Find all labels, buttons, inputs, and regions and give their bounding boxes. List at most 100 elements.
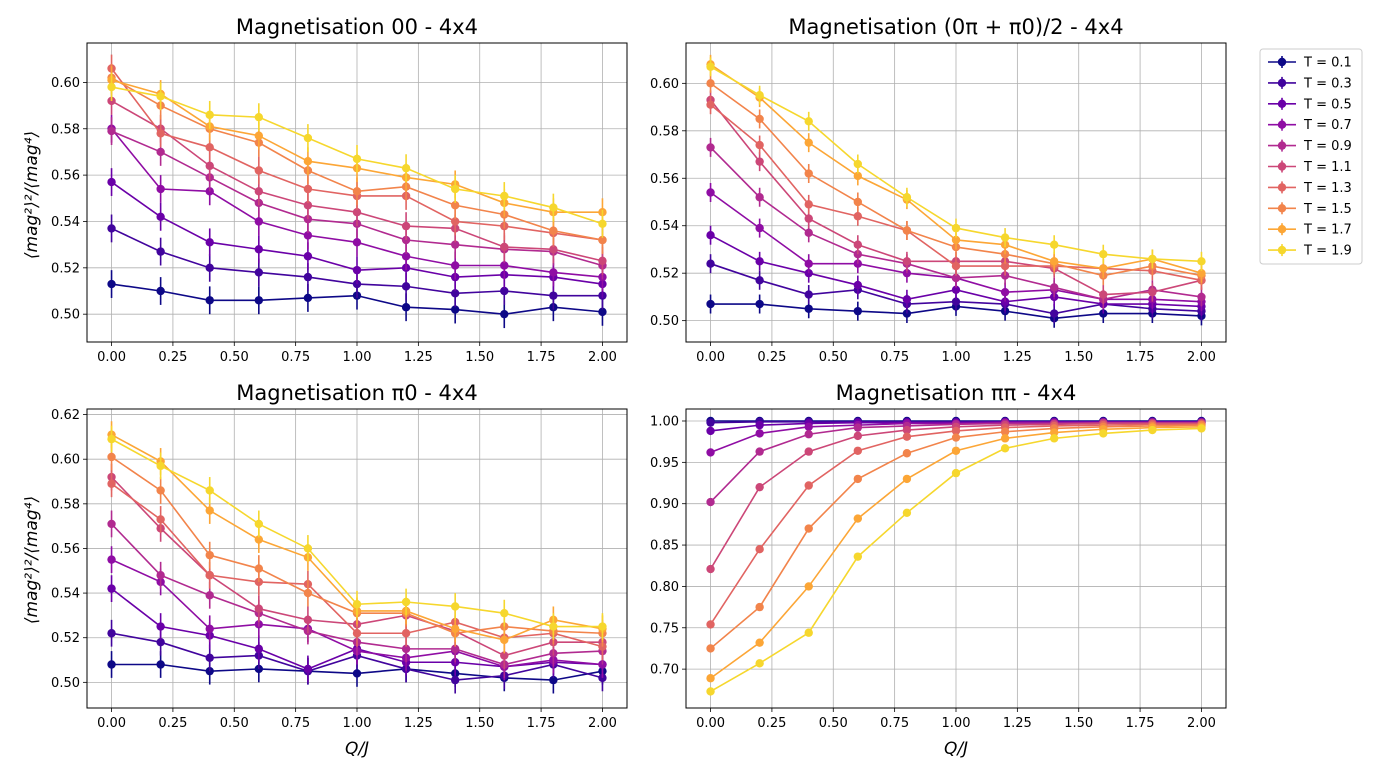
data-point (1049, 434, 1059, 443)
data-point (804, 117, 813, 126)
data-point (107, 584, 116, 593)
data-point (598, 219, 607, 228)
legend-label: T = 0.7 (1303, 118, 1352, 133)
legend-marker (1277, 204, 1287, 213)
data-point (598, 307, 607, 317)
data-point (352, 600, 362, 609)
y-tick-label: 0.60 (51, 453, 80, 468)
x-tick-label: 0.25 (757, 350, 786, 365)
data-point (902, 508, 912, 518)
data-point (156, 147, 165, 157)
legend-entry: T = 1.1 (1268, 160, 1352, 175)
y-tick-label: 0.90 (650, 497, 679, 512)
data-point (254, 112, 264, 122)
axes-frame (86, 408, 628, 709)
data-point (755, 299, 764, 309)
data-point (107, 177, 116, 187)
data-point (706, 299, 715, 309)
data-point (902, 257, 912, 266)
data-point (706, 418, 715, 427)
data-point (1049, 428, 1059, 437)
x-tick-label: 0.00 (97, 350, 126, 365)
data-point (549, 291, 558, 300)
data-point (1000, 261, 1010, 271)
y-tick-label: 0.58 (51, 497, 80, 512)
data-point (902, 425, 912, 435)
axes-frame (86, 42, 628, 343)
data-point (755, 91, 764, 100)
legend-marker (1277, 162, 1287, 171)
data-point (156, 515, 165, 524)
data-point (853, 240, 863, 249)
data-point (352, 669, 362, 678)
data-point (853, 446, 863, 455)
x-tick-label: 1.50 (1064, 716, 1093, 731)
legend-label: T = 1.5 (1303, 202, 1352, 217)
data-point (804, 481, 813, 490)
data-point (500, 261, 509, 270)
data-point (853, 159, 863, 169)
data-point (156, 92, 165, 101)
data-point (902, 226, 912, 235)
data-point (706, 674, 715, 683)
data-point (107, 224, 116, 233)
data-point (303, 157, 313, 166)
y-tick-label: 0.54 (51, 587, 80, 602)
legend-label: T = 0.5 (1303, 97, 1352, 112)
legend-entry: T = 1.3 (1268, 181, 1352, 196)
data-point (107, 82, 116, 92)
data-point (205, 143, 214, 152)
x-tick-label: 1.00 (942, 716, 971, 731)
y-tick-label: 0.95 (650, 456, 679, 471)
data-point (853, 552, 863, 561)
data-point (853, 197, 863, 207)
data-point (401, 629, 411, 638)
data-point (1000, 434, 1010, 443)
data-point (1049, 240, 1059, 249)
legend-label: T = 1.9 (1303, 244, 1352, 259)
x-tick-label: 1.75 (1126, 350, 1155, 365)
data-point (450, 675, 460, 685)
data-point (254, 519, 264, 529)
data-point (352, 265, 362, 275)
data-point (706, 687, 715, 696)
y-tick-label: 0.56 (51, 169, 80, 184)
data-point (549, 268, 558, 277)
data-point (107, 434, 116, 444)
x-tick-label: 0.50 (220, 350, 249, 365)
series-1-9 (107, 425, 607, 640)
data-point (450, 240, 460, 249)
data-point (1148, 254, 1157, 264)
legend-entry: T = 0.5 (1268, 97, 1352, 112)
data-point (804, 304, 813, 313)
data-point (853, 212, 863, 221)
data-point (450, 217, 460, 226)
data-point (706, 448, 715, 457)
legend-entry: T = 0.3 (1268, 76, 1352, 91)
y-tick-label: 0.62 (51, 408, 80, 423)
data-point (804, 582, 813, 591)
x-tick-label: 0.50 (819, 350, 848, 365)
y-tick-label: 0.80 (650, 580, 679, 595)
data-point (254, 604, 264, 613)
data-point (549, 226, 558, 235)
x-tick-label: 1.50 (1064, 350, 1093, 365)
legend-label: T = 0.3 (1303, 76, 1352, 91)
data-point (951, 426, 961, 436)
panel-magnetisation-00: Magnetisation 00 - 4x4 ⟨mag²⟩²/⟨mag⁴⟩ 0.… (22, 15, 628, 365)
series-1-9 (107, 73, 607, 238)
legend-entry: T = 0.9 (1268, 139, 1352, 154)
x-tick-label: 1.50 (465, 350, 494, 365)
data-point (303, 252, 313, 261)
y-axis-label: ⟨mag²⟩²/⟨mag⁴⟩ (22, 131, 42, 259)
data-point (804, 290, 813, 299)
data-point (804, 430, 813, 439)
y-tick-label: 0.50 (650, 314, 679, 329)
y-tick-label: 0.70 (650, 663, 679, 678)
data-point (902, 295, 912, 304)
data-point (303, 272, 313, 282)
y-tick-label: 0.60 (650, 77, 679, 92)
x-tick-label: 0.00 (97, 716, 126, 731)
data-point (1197, 257, 1206, 266)
